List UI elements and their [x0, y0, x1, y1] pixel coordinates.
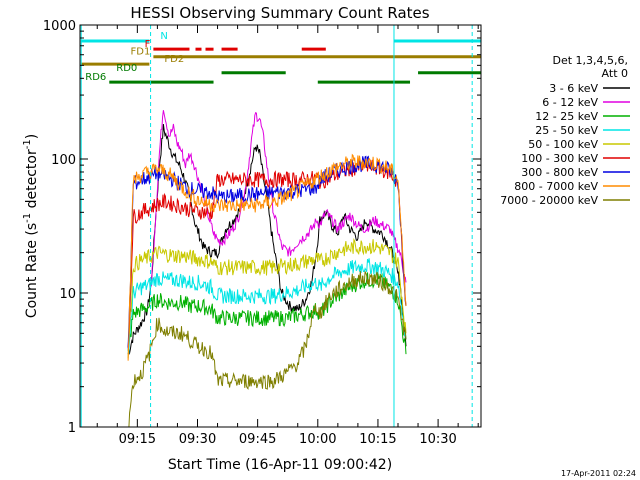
x-tick-label-10-15: 10:15: [359, 432, 396, 447]
chart-title: HESSI Observing Summary Count Rates: [130, 4, 429, 22]
y-tick-label-100: 100: [51, 153, 76, 168]
flag-label-rd0: RD0: [116, 63, 137, 74]
y-axis-label: Count Rate (s-1 detector-1): [22, 134, 40, 318]
legend-label-800-7000-kev: 800 - 7000 keV: [514, 180, 598, 193]
flag-label-fd1: FD1: [131, 47, 151, 58]
series-line-12-25-kev: [127, 272, 407, 355]
series-line-50-100-kev: [127, 237, 407, 359]
y-tick-label-1: 1: [68, 421, 76, 436]
flag-label-rd6: RD6: [85, 72, 106, 83]
series-line-25-50-kev: [127, 258, 407, 354]
y-tick-label-10: 10: [59, 287, 76, 302]
legend-label-50-100-kev: 50 - 100 keV: [528, 138, 598, 151]
flag-label-n: N: [160, 31, 167, 42]
flag-label-fd2: FD2: [164, 54, 184, 65]
legend-label-25-50-kev: 25 - 50 keV: [535, 124, 598, 137]
series-line-7000-20000-kev: [128, 271, 407, 427]
timestamp: 17-Apr-2011 02:24: [561, 469, 636, 478]
flag-label-f: F: [145, 39, 151, 50]
y-tick-label-1000: 1000: [43, 19, 76, 34]
legend-label-300-800-kev: 300 - 800 keV: [521, 166, 598, 179]
legend-label-7000-20000-kev: 7000 - 20000 keV: [500, 194, 598, 207]
x-tick-label-10-00: 10:00: [299, 432, 336, 447]
plot-frame: [79, 24, 482, 428]
x-tick-label-09-30: 09:30: [179, 432, 216, 447]
x-tick-label-10-30: 10:30: [419, 432, 456, 447]
x-tick-label-09-15: 09:15: [119, 432, 156, 447]
legend-label-12-25-kev: 12 - 25 keV: [535, 110, 598, 123]
legend-label-3-6-kev: 3 - 6 keV: [549, 82, 598, 95]
legend-label-100-300-kev: 100 - 300 keV: [521, 152, 598, 165]
series-line-800-7000-kev: [127, 153, 407, 361]
x-axis-label: Start Time (16-Apr-11 09:00:42): [168, 457, 392, 473]
series-line-3-6-kev: [127, 123, 407, 355]
detector-note: Det 1,3,4,5,6,: [552, 54, 628, 67]
x-tick-label-09-45: 09:45: [239, 432, 276, 447]
attenuator-note: Att 0: [602, 67, 628, 80]
series-line-6-12-kev: [150, 110, 407, 287]
legend-label-6-12-kev: 6 - 12 keV: [542, 96, 598, 109]
